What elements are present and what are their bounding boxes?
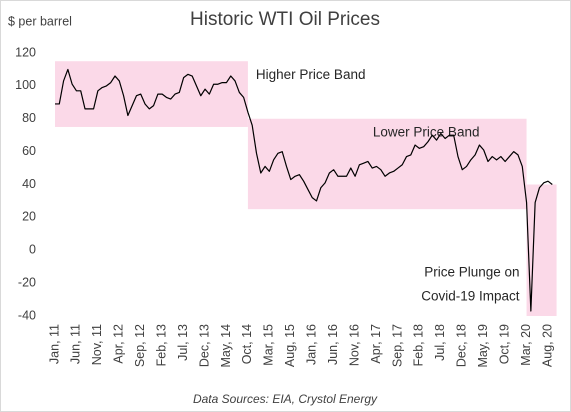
y-axis-label: $ per barrel xyxy=(8,14,72,28)
band-label: Covid-19 Impact xyxy=(421,289,520,304)
band-label: Lower Price Band xyxy=(373,124,480,139)
y-tick-label: 0 xyxy=(29,243,36,257)
x-tick-label: Nov, 16 xyxy=(347,324,361,366)
price-band xyxy=(55,61,248,127)
y-tick-label: 60 xyxy=(22,144,36,158)
x-tick-label: Mar, 15 xyxy=(262,324,276,366)
x-tick-label: Aug, 15 xyxy=(283,324,297,367)
y-tick-label: 80 xyxy=(22,111,36,125)
x-tick-label: Oct, 19 xyxy=(497,324,511,364)
x-tick-label: Feb, 13 xyxy=(154,324,168,366)
x-tick-label: Feb, 18 xyxy=(412,324,426,366)
x-tick-label: Apr, 12 xyxy=(112,324,126,364)
x-tick-label: Jan, 11 xyxy=(47,324,61,364)
x-tick-label: Apr, 17 xyxy=(369,324,383,364)
price-band xyxy=(247,118,527,210)
x-tick-label: Jan, 16 xyxy=(305,324,319,365)
x-tick-label: Jul, 18 xyxy=(433,324,447,361)
y-tick-label: -20 xyxy=(18,275,36,289)
x-tick-label: Mar, 20 xyxy=(519,324,533,366)
x-tick-label: May, 14 xyxy=(219,324,233,368)
x-tick-label: Jun, 16 xyxy=(326,324,340,365)
y-tick-label: 100 xyxy=(15,78,36,92)
x-tick-label: Dec, 13 xyxy=(197,324,211,367)
price-line xyxy=(55,68,553,312)
band-label: Price Plunge on xyxy=(424,265,519,280)
x-tick-label: Oct, 14 xyxy=(240,324,254,364)
x-tick-label: Sep, 12 xyxy=(133,324,147,367)
y-tick-label: -40 xyxy=(18,308,36,322)
x-tick-label: Aug, 20 xyxy=(540,324,554,367)
y-tick-label: 40 xyxy=(22,177,36,191)
chart-title: Historic WTI Oil Prices xyxy=(190,9,380,30)
band-label: Higher Price Band xyxy=(256,67,366,82)
x-tick-label: Jul, 13 xyxy=(176,324,190,361)
x-tick-label: Sep, 17 xyxy=(390,324,404,367)
y-tick-label: 20 xyxy=(22,210,36,224)
source: Data Sources: EIA, Crystol Energy xyxy=(193,392,378,406)
x-tick-label: Nov, 11 xyxy=(90,324,104,365)
x-tick-label: Jun, 11 xyxy=(69,324,83,364)
y-tick-label: 120 xyxy=(15,45,36,59)
x-tick-label: Dec, 18 xyxy=(455,324,469,367)
x-tick-label: May, 19 xyxy=(476,324,490,368)
